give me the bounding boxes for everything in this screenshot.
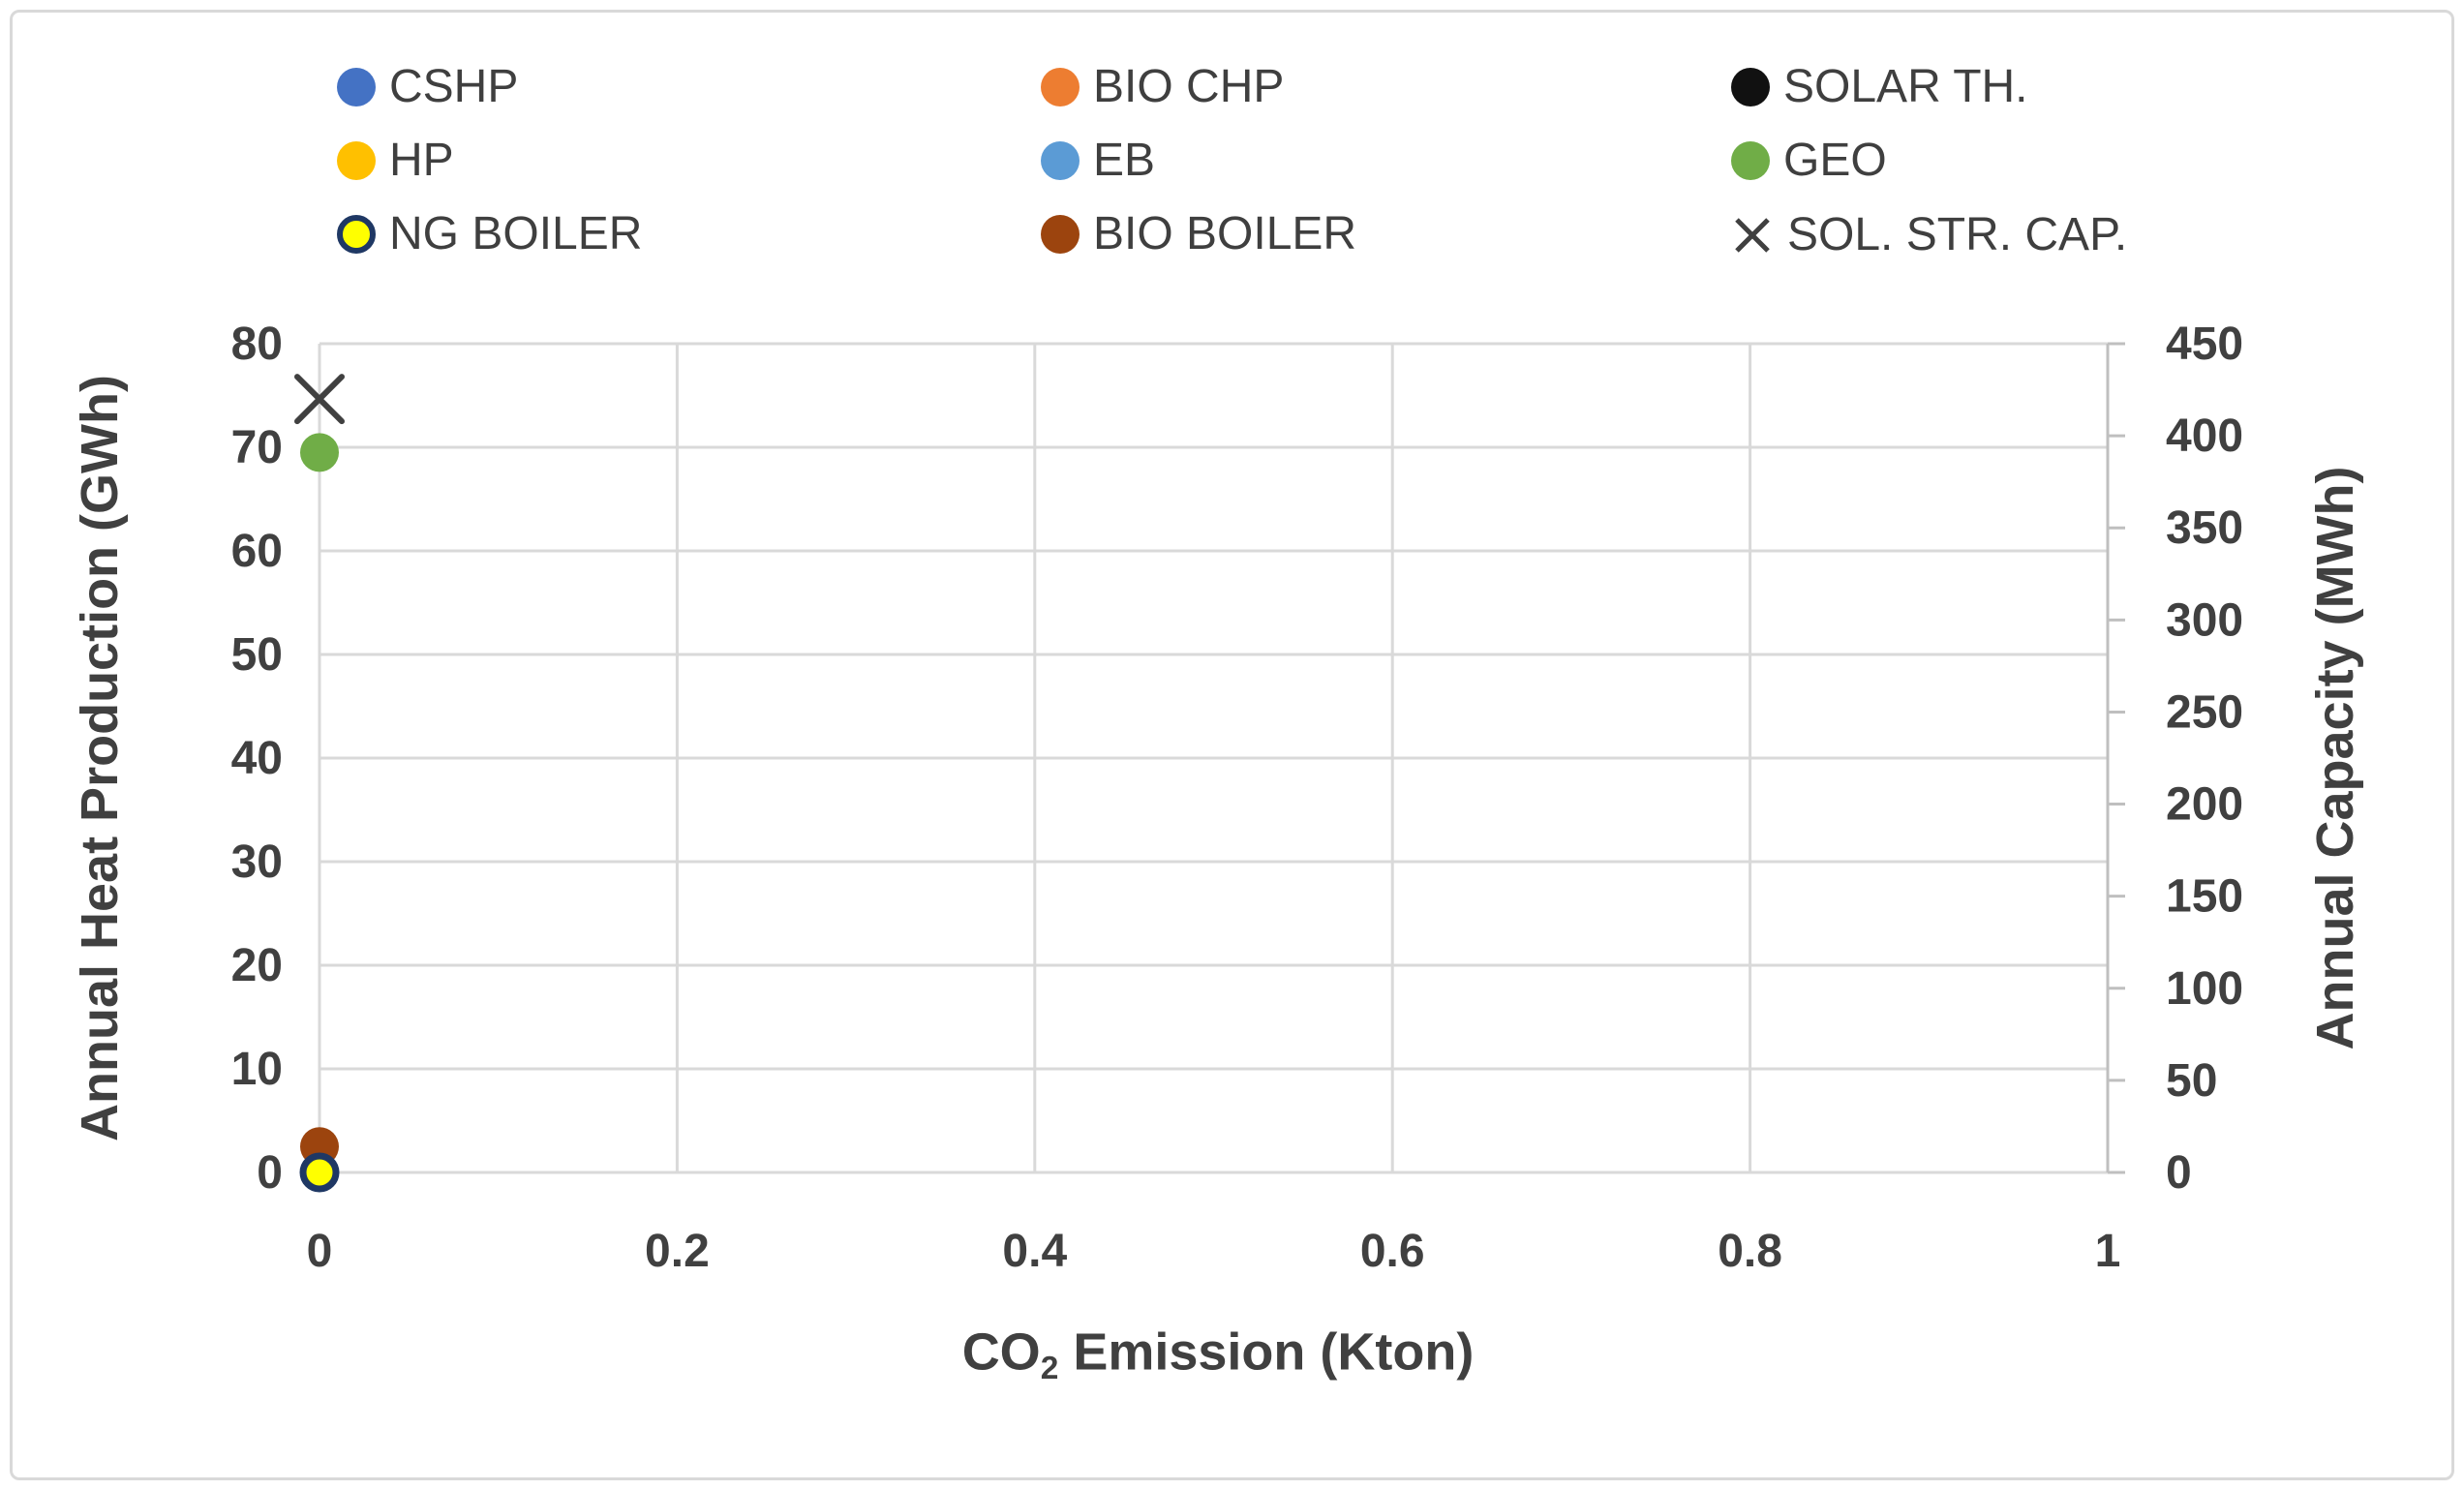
legend-marker-solar-th — [1731, 68, 1770, 106]
y-left-tick-label: 30 — [231, 836, 283, 888]
legend-item-eb: EB — [1041, 137, 1155, 184]
x-tick-label: 0.4 — [1002, 1226, 1067, 1277]
legend-label-eb: EB — [1093, 135, 1156, 186]
x-axis-title-suffix: Emission (Kton) — [1058, 1323, 1475, 1382]
legend-item-hp: HP — [337, 137, 454, 184]
legend-marker-hp — [337, 141, 376, 180]
legend-item-solar-th: SOLAR TH. — [1731, 64, 2028, 110]
legend-marker-ng-boiler — [337, 215, 376, 254]
y-right-tick-label: 50 — [2166, 1055, 2217, 1107]
x-tick-label: 0.6 — [1360, 1226, 1425, 1277]
legend-label-ng-boiler: NG BOILER — [389, 208, 643, 259]
y-right-tick-label: 200 — [2166, 779, 2243, 831]
y-right-tick-label: 350 — [2166, 502, 2243, 554]
y-right-tick-label: 100 — [2166, 963, 2243, 1015]
y-left-tick-label: 20 — [231, 940, 283, 991]
y-right-tick-label: 0 — [2166, 1147, 2192, 1199]
y-right-tick-label: 250 — [2166, 686, 2243, 738]
legend-marker-sol-str-cap — [1735, 218, 1770, 253]
y-left-axis-title: Annual Heat Production (GWh) — [71, 375, 129, 1141]
legend-label-bio-chp: BIO CHP — [1093, 61, 1285, 112]
data-point-geo — [300, 433, 339, 472]
legend-label-hp: HP — [389, 135, 454, 186]
y-right-tick-label: 150 — [2166, 871, 2243, 923]
data-point-sol-str-cap — [294, 374, 345, 425]
y-left-tick-label: 80 — [231, 319, 283, 370]
legend-label-solar-th: SOLAR TH. — [1783, 61, 2028, 112]
legend-item-geo: GEO — [1731, 137, 1887, 184]
legend-marker-bio-boiler — [1041, 215, 1080, 254]
y-left-tick-label: 10 — [231, 1044, 283, 1095]
data-point-ng-boiler — [299, 1152, 340, 1193]
y-right-axis-title: Annual Capacity (MWh) — [2306, 466, 2364, 1050]
legend-label-sol-str-cap: SOL. STR. CAP. — [1787, 209, 2128, 260]
y-left-tick-label: 50 — [231, 629, 283, 681]
y-right-tick-label: 400 — [2166, 411, 2243, 462]
x-tick-label: 0 — [307, 1226, 333, 1277]
legend-label-geo: GEO — [1783, 135, 1887, 186]
legend-item-bio-chp: BIO CHP — [1041, 64, 1284, 110]
legend-label-cshp: CSHP — [389, 61, 519, 112]
y-right-tick-label: 450 — [2166, 319, 2243, 370]
x-tick-label: 1 — [2095, 1226, 2121, 1277]
x-axis-title-subscript: 2 — [1040, 1350, 1059, 1386]
legend-item-sol-str-cap: SOL. STR. CAP. — [1731, 211, 2127, 259]
y-left-tick-label: 0 — [257, 1147, 283, 1199]
x-axis-title: CO2 Emission (Kton) — [962, 1326, 1475, 1385]
legend-item-bio-boiler: BIO BOILER — [1041, 211, 1356, 258]
y-left-tick-label: 40 — [231, 733, 283, 784]
x-tick-label: 0.2 — [645, 1226, 710, 1277]
legend-item-cshp: CSHP — [337, 64, 518, 110]
x-axis-title-prefix: CO — [961, 1323, 1041, 1382]
y-right-tick-label: 300 — [2166, 594, 2243, 646]
legend-marker-eb — [1041, 141, 1080, 180]
y-left-tick-label: 60 — [231, 526, 283, 577]
legend-label-bio-boiler: BIO BOILER — [1093, 208, 1357, 259]
x-tick-label: 0.8 — [1718, 1226, 1782, 1277]
y-left-tick-label: 70 — [231, 422, 283, 473]
legend-marker-bio-chp — [1041, 68, 1080, 106]
legend-marker-geo — [1731, 141, 1770, 180]
legend-marker-cshp — [337, 68, 376, 106]
legend-item-ng-boiler: NG BOILER — [337, 211, 642, 258]
